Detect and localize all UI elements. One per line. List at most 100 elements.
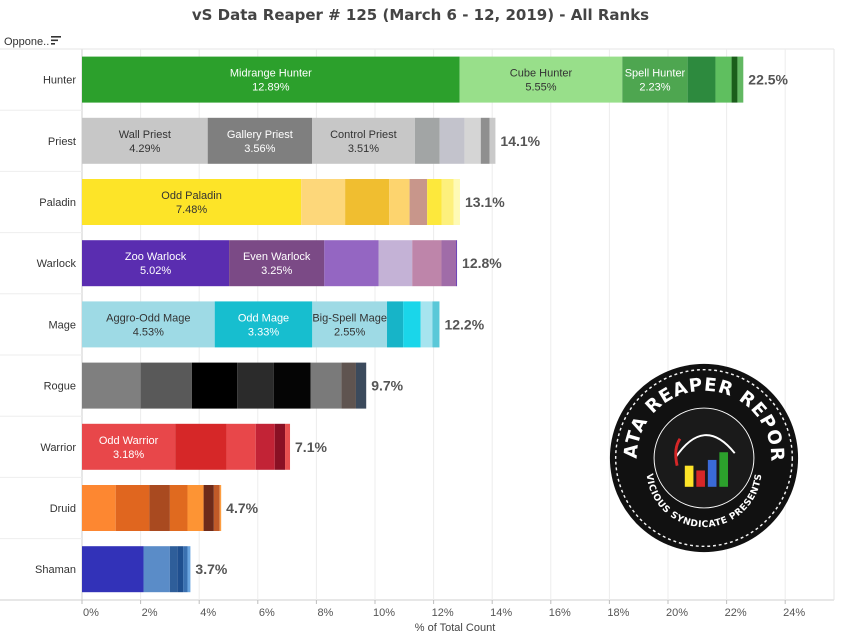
x-tick-label: 6% — [259, 607, 275, 619]
bar-segment[interactable] — [341, 362, 356, 409]
bar-segment[interactable] — [285, 423, 291, 470]
segment-value-label: 3.18% — [113, 449, 144, 461]
bar-segment[interactable] — [378, 240, 413, 287]
bar-segment[interactable] — [274, 423, 286, 470]
bar-segment[interactable] — [177, 546, 184, 593]
segment-value-label: 5.55% — [525, 82, 556, 94]
bar-segment[interactable] — [229, 240, 325, 287]
bar-segment[interactable] — [310, 362, 342, 409]
total-label: 22.5% — [748, 72, 788, 88]
bar-segment[interactable] — [453, 179, 460, 225]
bar-segment[interactable] — [183, 546, 188, 593]
x-tick-label: 4% — [200, 607, 216, 619]
bar-segment[interactable] — [82, 301, 215, 348]
segment-value-label: 12.89% — [252, 82, 290, 94]
bar-segment[interactable] — [82, 423, 176, 470]
bar-segment[interactable] — [737, 56, 744, 103]
bar-segment[interactable] — [214, 301, 313, 348]
bar-segment[interactable] — [355, 362, 367, 409]
bar-segment[interactable] — [439, 117, 465, 164]
bar-segment[interactable] — [203, 485, 214, 531]
bar-segment[interactable] — [622, 56, 688, 103]
bar-segment[interactable] — [403, 301, 421, 348]
x-tick-label: 14% — [490, 607, 512, 619]
bar-segment[interactable] — [213, 485, 220, 531]
bar-segment[interactable] — [82, 485, 116, 531]
x-tick-label: 10% — [373, 607, 395, 619]
bar-segment[interactable] — [237, 362, 274, 409]
bar-segment[interactable] — [207, 117, 313, 164]
sort-icon[interactable] — [50, 34, 62, 46]
category-labels: Hunter Priest Paladin Warlock Mage Rogue Warri… — [35, 75, 76, 577]
bar-segment[interactable] — [175, 423, 227, 470]
segment-name-label: Big-Spell Mage — [312, 312, 387, 324]
bar-segment[interactable] — [412, 240, 442, 287]
x-tick-label: 16% — [549, 607, 571, 619]
bar-segment[interactable] — [312, 301, 388, 348]
segment-value-label: 2.55% — [334, 326, 365, 338]
bar-segment[interactable] — [82, 179, 302, 225]
x-tick-label: 18% — [607, 607, 629, 619]
total-label: 9.7% — [371, 378, 403, 394]
bar-segment[interactable] — [687, 56, 716, 103]
bar-segment[interactable] — [191, 362, 238, 409]
bar-segment[interactable] — [432, 301, 440, 348]
category-label: Warlock — [37, 258, 77, 270]
segment-name-label: Spell Hunter — [625, 68, 686, 80]
bar-segment[interactable] — [140, 362, 192, 409]
bar-segment[interactable] — [324, 240, 379, 287]
total-label: 7.1% — [295, 439, 327, 455]
bar-segment[interactable] — [169, 485, 188, 531]
bar-segment[interactable] — [489, 117, 496, 164]
bar-segment[interactable] — [226, 423, 256, 470]
bar-segment[interactable] — [82, 56, 460, 103]
x-tick-label: 20% — [666, 607, 688, 619]
bar-segment[interactable] — [427, 179, 442, 225]
category-label: Rogue — [44, 381, 76, 393]
row-header-opponent: Oppone.. — [4, 36, 50, 48]
bar-segment[interactable] — [149, 485, 170, 531]
bar-segment[interactable] — [389, 179, 410, 225]
bar-segment[interactable] — [169, 546, 178, 593]
bar-segment[interactable] — [459, 56, 623, 103]
bar-segment[interactable] — [82, 117, 208, 164]
bar-segment[interactable] — [255, 423, 275, 470]
x-tick-labels: 0% 2% 4% 6% 8% 10% 12% 14% 16% 18% 20% 22% 24% — [83, 607, 805, 619]
category-label: Hunter — [43, 75, 76, 87]
segment-value-label: 3.51% — [348, 143, 379, 155]
bar-segment[interactable] — [301, 179, 346, 225]
bar-segment[interactable] — [441, 240, 457, 287]
bar-segment[interactable] — [456, 240, 458, 287]
bar-segment[interactable] — [480, 117, 490, 164]
segment-value-label: 2.23% — [639, 82, 670, 94]
bar-segment[interactable] — [143, 546, 170, 593]
chart-title: vS Data Reaper # 125 (March 6 - 12, 2019… — [191, 6, 650, 24]
bar-segment[interactable] — [414, 117, 440, 164]
bar-segment[interactable] — [715, 56, 732, 103]
bar-segment[interactable] — [82, 546, 144, 593]
bar-segment[interactable] — [345, 179, 390, 225]
bar-segment[interactable] — [312, 117, 415, 164]
segment-name-label: Odd Mage — [238, 312, 289, 324]
x-tick-label: 8% — [317, 607, 333, 619]
segment-value-label: 4.29% — [129, 143, 160, 155]
bar-segment[interactable] — [187, 546, 191, 593]
bar-segment[interactable] — [82, 240, 230, 287]
bar-segment[interactable] — [409, 179, 428, 225]
bar-segment[interactable] — [115, 485, 150, 531]
bar-segment[interactable] — [219, 485, 222, 531]
total-label: 13.1% — [465, 194, 505, 210]
bar-segment[interactable] — [273, 362, 311, 409]
segment-value-label: 3.33% — [248, 326, 279, 338]
bar-segment[interactable] — [464, 117, 481, 164]
category-label: Druid — [50, 503, 76, 515]
bar-segment[interactable] — [731, 56, 738, 103]
category-label: Priest — [48, 136, 76, 148]
bar-segment[interactable] — [82, 362, 141, 409]
bar-segment[interactable] — [387, 301, 404, 348]
x-tick-label: 24% — [783, 607, 805, 619]
bar-segment[interactable] — [187, 485, 204, 531]
data-reaper-report-logo: DATA REAPER REPORT VICIOUS SYNDICATE PRE… — [608, 362, 799, 553]
bar-segment[interactable] — [441, 179, 454, 225]
bar-segment[interactable] — [420, 301, 433, 348]
